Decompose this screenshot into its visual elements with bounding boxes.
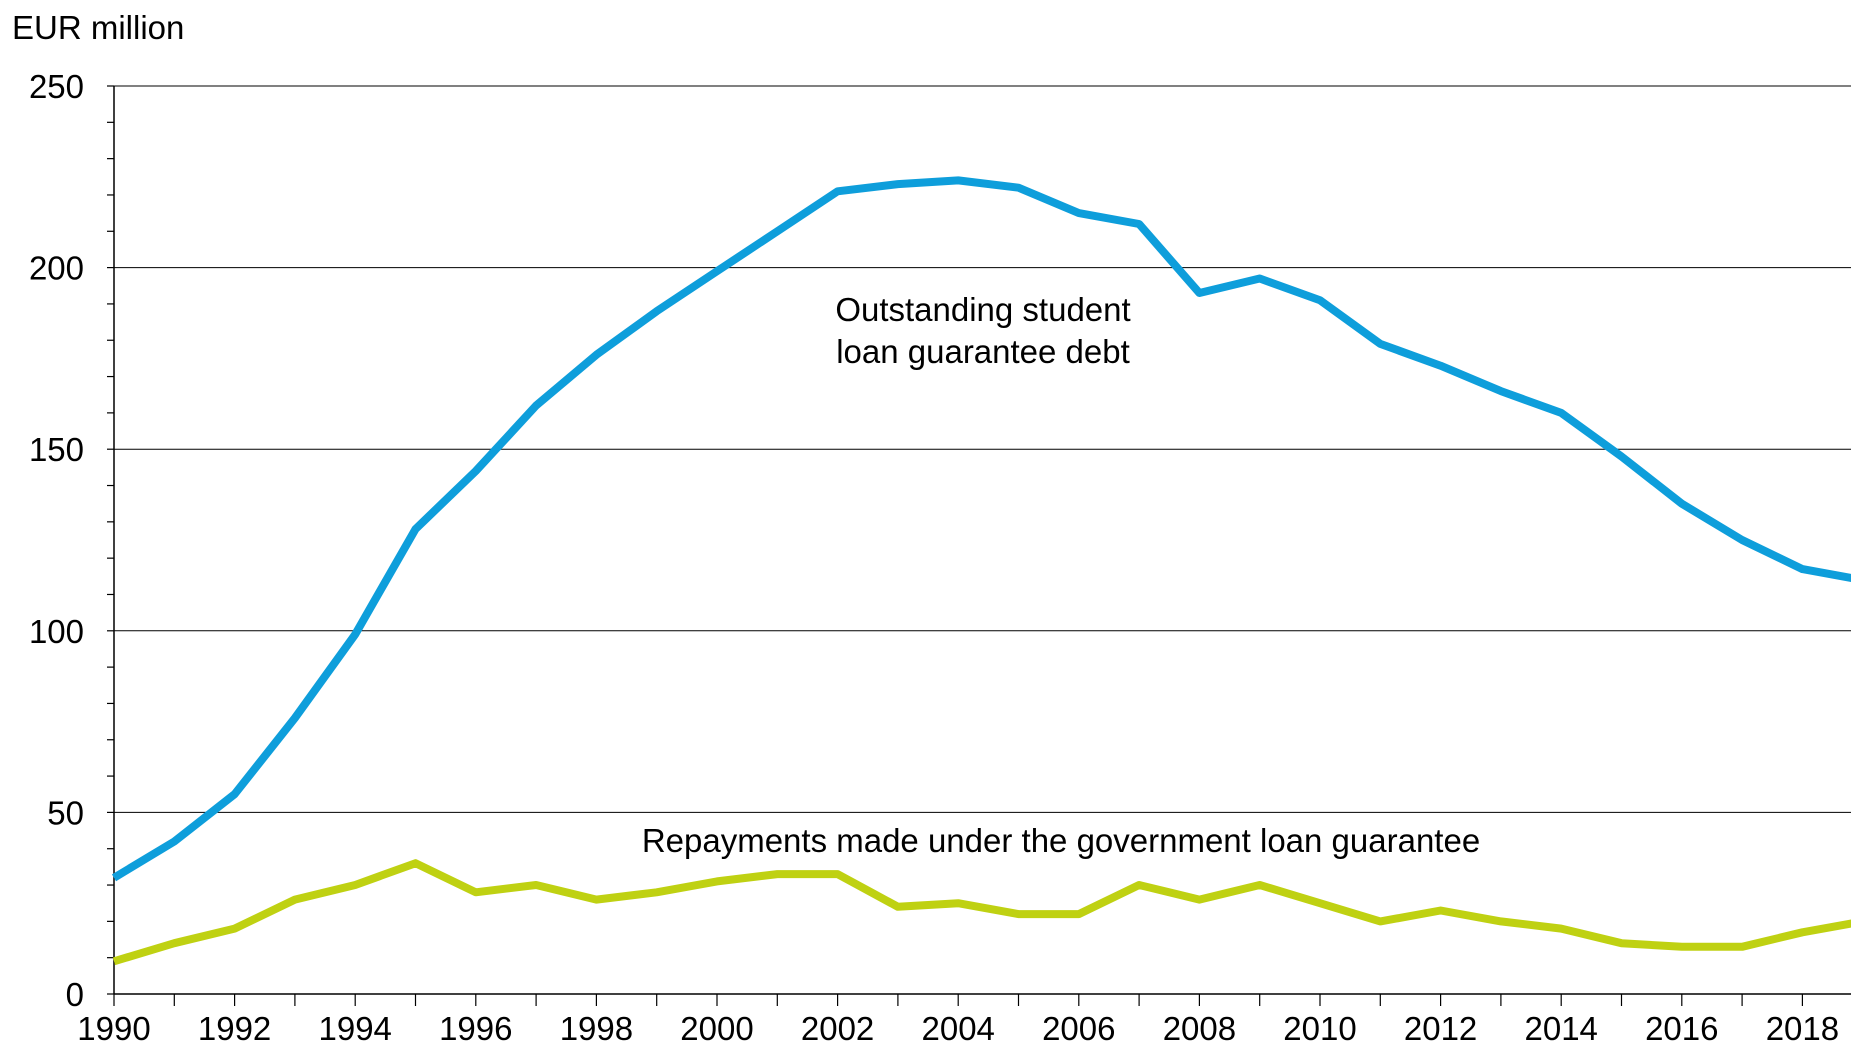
y-tick-label-250: 250 bbox=[29, 68, 84, 105]
x-tick-label-2000: 2000 bbox=[680, 1010, 753, 1047]
x-tick-label-2014: 2014 bbox=[1524, 1010, 1597, 1047]
x-tick-label-1998: 1998 bbox=[560, 1010, 633, 1047]
x-tick-label-2016: 2016 bbox=[1645, 1010, 1718, 1047]
x-tick-label-2002: 2002 bbox=[801, 1010, 874, 1047]
x-tick-label-2004: 2004 bbox=[921, 1010, 994, 1047]
series bbox=[111, 176, 1851, 966]
y-tick-label-100: 100 bbox=[29, 613, 84, 650]
series-line-outstanding bbox=[111, 176, 1851, 882]
x-tick-label-1996: 1996 bbox=[439, 1010, 512, 1047]
gridlines bbox=[114, 85, 1851, 813]
x-tick-label-1992: 1992 bbox=[198, 1010, 271, 1047]
x-tick-label-1990: 1990 bbox=[77, 1010, 150, 1047]
axes: 0 50 100 150 200 250 1990 1992 1994 1996 1998 2000 2… bbox=[29, 68, 1851, 1047]
x-tick-label-2012: 2012 bbox=[1404, 1010, 1477, 1047]
y-tick-label-150: 150 bbox=[29, 431, 84, 468]
y-axis-label: EUR million bbox=[12, 9, 184, 46]
annotation-repayments: Repayments made under the government loa… bbox=[642, 822, 1480, 859]
y-tick-label-200: 200 bbox=[29, 250, 84, 287]
labels: EUR million Outstanding student loan gua… bbox=[12, 9, 1480, 859]
x-tick-label-2006: 2006 bbox=[1042, 1010, 1115, 1047]
annotation-outstanding-line1: Outstanding student bbox=[835, 291, 1130, 328]
x-tick-label-2018: 2018 bbox=[1766, 1010, 1839, 1047]
x-tick-label-2008: 2008 bbox=[1163, 1010, 1236, 1047]
series-line-repayments bbox=[112, 859, 1851, 966]
y-tick-label-0: 0 bbox=[66, 976, 84, 1013]
x-tick-label-1994: 1994 bbox=[318, 1010, 391, 1047]
x-tick-label-2010: 2010 bbox=[1283, 1010, 1356, 1047]
y-tick-label-50: 50 bbox=[47, 794, 84, 831]
annotation-outstanding-line2: loan guarantee debt bbox=[836, 333, 1130, 370]
